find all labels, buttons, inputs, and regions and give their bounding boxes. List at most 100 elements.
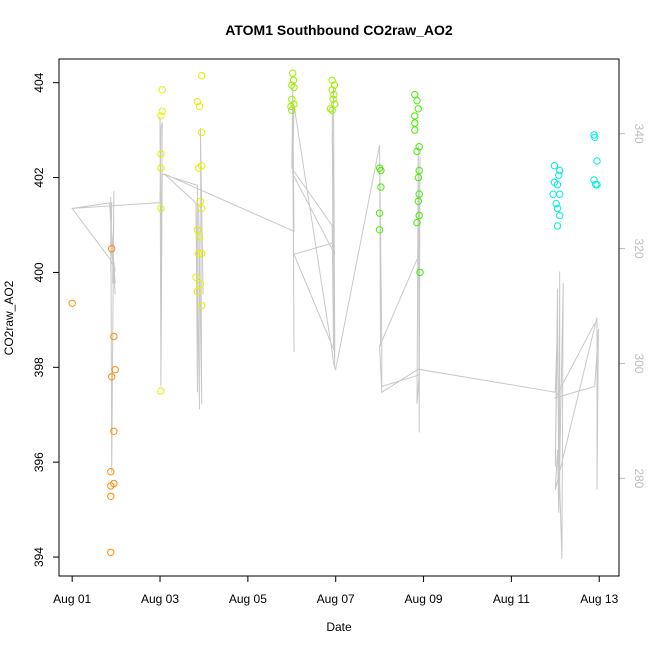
data-point [549,190,557,198]
data-point [331,100,339,108]
y2-tick-label: 300 [632,353,646,373]
y2-tick-label: 280 [632,468,646,488]
data-point [289,76,298,85]
x-tick-label: Aug 09 [405,592,443,606]
data-point [414,197,422,206]
data-point [108,373,116,381]
y-tick-label: 402 [32,167,46,187]
data-point [108,245,116,253]
data-point [111,366,119,374]
data-point [157,150,165,158]
chart-title: ATOM1 Southbound CO2raw_AO2 [225,22,453,38]
x-tick-label: Aug 05 [229,592,267,606]
data-point [411,126,419,134]
data-point [198,301,206,310]
y2-tick-label: 340 [632,124,646,144]
data-point [198,249,206,258]
x-tick-label: Aug 13 [580,592,618,606]
data-point [411,112,419,120]
y-tick-label: 400 [32,262,46,282]
data-point [198,128,206,137]
data-point [411,119,419,127]
data-point [196,197,205,206]
data-point [288,95,296,104]
data-point [330,90,338,99]
y2-tick-label: 320 [632,239,646,259]
data-point [198,71,206,80]
y-axis-title: CO2raw_AO2 [2,280,16,355]
y-tick-label: 394 [32,547,46,567]
x-tick-label: Aug 11 [493,592,530,606]
data-point [107,492,115,500]
data-point [591,133,599,142]
data-point [413,218,421,227]
data-point [193,226,202,234]
data-point [196,280,205,288]
data-point [157,204,165,213]
data-point [593,181,601,189]
data-point [550,162,559,170]
data-point [195,164,203,172]
data-point [415,211,423,220]
data-point [157,387,165,395]
data-point [287,102,295,111]
data-point [288,106,296,114]
data-point [110,479,118,488]
x-tick-label: Aug 01 [53,592,91,606]
data-point [413,147,421,156]
data-point [411,90,419,99]
x-axis-title: Date [326,620,352,634]
data-point [288,81,296,89]
data-point [375,226,384,234]
data-point [328,86,336,94]
y-tick-label: 398 [32,357,46,377]
data-point [192,273,200,281]
y-tick-label: 404 [32,72,46,92]
axes-layer: Aug 01 Aug 03 Aug 05 Aug 07 Aug 09 Aug 11 Aug … [32,72,646,606]
points-layer [68,69,601,556]
data-point [68,299,76,307]
data-point [414,105,422,113]
data-point [553,204,562,213]
data-point [157,112,165,120]
data-point [556,211,564,220]
x-tick-label: Aug 03 [141,592,179,606]
data-point [195,249,203,258]
data-point [157,164,165,172]
data-point [330,81,339,89]
data-point [107,468,115,476]
data-point [377,166,385,175]
secondary-series-line [71,87,599,559]
data-point [415,143,423,151]
data-point [329,95,337,104]
secondary-series-layer [71,87,599,559]
data-point [377,183,385,191]
data-point [328,106,336,114]
data-point [158,107,166,115]
data-point [414,173,422,182]
data-point [556,190,564,198]
data-point [328,76,336,85]
data-point [552,200,560,208]
data-point [375,209,384,217]
data-point [195,102,204,111]
x-tick-label: Aug 07 [317,592,355,606]
data-point [553,181,562,189]
data-point [593,157,601,165]
data-point [195,233,204,241]
data-point [326,105,335,113]
plot-border [58,58,620,577]
data-point [556,166,564,175]
data-point [198,204,206,213]
data-point [289,69,297,77]
data-point [193,98,202,106]
data-point [290,83,298,92]
data-point [107,548,115,556]
data-point [415,190,423,198]
data-point [555,171,563,179]
data-point [416,268,424,277]
data-point [158,86,166,94]
data-point [110,427,118,435]
data-point [553,222,562,230]
